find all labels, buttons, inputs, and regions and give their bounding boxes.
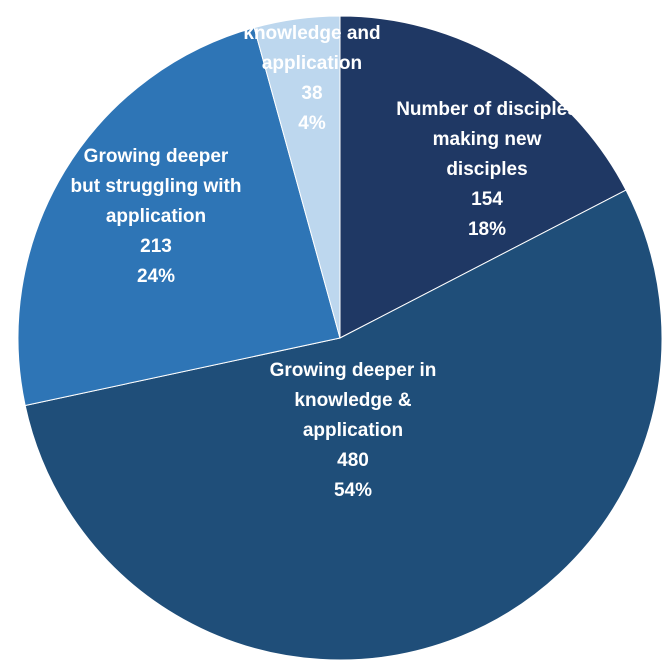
slice-category-label: Growing deeper (84, 146, 229, 167)
slice-category-label: knowledge & (294, 390, 411, 411)
slice-value-label: 38 (301, 83, 322, 104)
slice-category-label: Struggling with (243, 0, 381, 14)
slice-category-label: application (262, 53, 362, 74)
slice-category-label: but struggling with (71, 176, 242, 197)
pie-slice-1 (339, 15, 627, 339)
slice-percent-label: 18% (468, 219, 506, 240)
slice-label-4: Struggling with knowledge and application 3… (243, 0, 381, 134)
slice-category-label: Number of disciples (396, 99, 578, 120)
slice-value-label: 213 (140, 236, 172, 257)
pie-labels: Number of disciples making new disciples 15… (71, 0, 578, 501)
pie-slice-4 (253, 15, 341, 339)
slice-percent-label: 24% (137, 266, 175, 287)
slice-percent-label: 4% (298, 113, 326, 134)
slice-category-label: making new (433, 129, 542, 150)
pie-slice-2 (24, 189, 663, 661)
slice-category-label: Growing deeper in (270, 360, 437, 381)
slice-category-label: application (106, 206, 206, 227)
slice-category-label: knowledge and (243, 23, 380, 44)
slice-label-3: Growing deeper but struggling with applica… (71, 146, 242, 287)
pie-slices (17, 15, 663, 661)
pie-slice-3 (17, 27, 341, 407)
slice-value-label: 480 (337, 450, 369, 471)
slice-label-1: Number of disciples making new disciples 15… (396, 99, 578, 240)
slice-label-2: Growing deeper in knowledge & application 4… (270, 360, 437, 501)
slice-value-label: 154 (471, 189, 503, 210)
slice-percent-label: 54% (334, 480, 372, 501)
slice-category-label: disciples (446, 159, 527, 180)
slice-category-label: application (303, 420, 403, 441)
